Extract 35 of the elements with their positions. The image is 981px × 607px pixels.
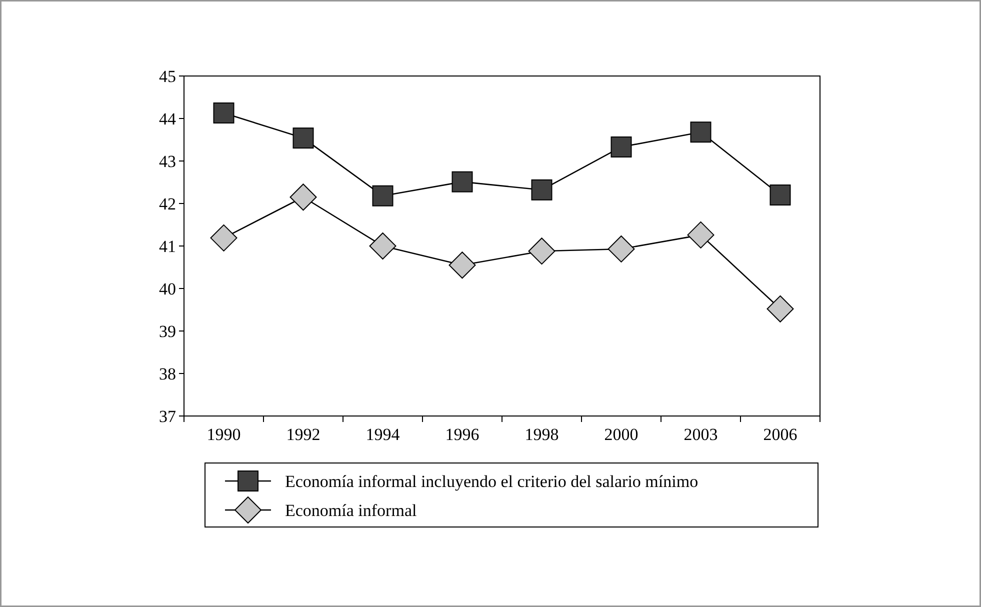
point (372, 185, 394, 206)
point (528, 238, 556, 265)
y-tick-label: 42 (159, 194, 176, 214)
y-tick-label: 37 (159, 406, 176, 426)
point (369, 232, 396, 260)
x-tick-label: 1990 (206, 425, 241, 444)
point (531, 179, 552, 200)
y-tick-label: 43 (159, 152, 176, 171)
point (210, 224, 238, 252)
point (690, 122, 712, 143)
y-tick-label: 41 (159, 236, 176, 256)
point (770, 184, 791, 206)
x-tick-label: 1998 (524, 425, 559, 444)
x-tick-label: 2000 (604, 425, 638, 444)
x-tick-label: 1992 (286, 425, 320, 444)
point (290, 184, 317, 211)
x-tick-label: 2003 (684, 425, 718, 444)
point (608, 235, 635, 262)
point (610, 136, 632, 158)
legend-label: Economía informal incluyendo el criterio del salario mínimo (285, 472, 698, 491)
point (448, 252, 476, 279)
x-tick-label: 1994 (366, 425, 400, 444)
point (452, 171, 473, 192)
y-tick-label: 44 (159, 109, 176, 128)
y-tick-label: 39 (159, 322, 176, 341)
point (213, 102, 234, 124)
point (292, 128, 314, 149)
y-tick-label: 38 (159, 364, 176, 384)
point (687, 221, 714, 248)
point (766, 295, 794, 322)
x-tick-label: 1996 (445, 425, 480, 444)
legend-label: Economía informal (285, 500, 417, 520)
x-tick-label: 2006 (763, 425, 798, 444)
y-tick-label: 40 (159, 279, 176, 298)
y-tick-label: 45 (159, 66, 176, 86)
